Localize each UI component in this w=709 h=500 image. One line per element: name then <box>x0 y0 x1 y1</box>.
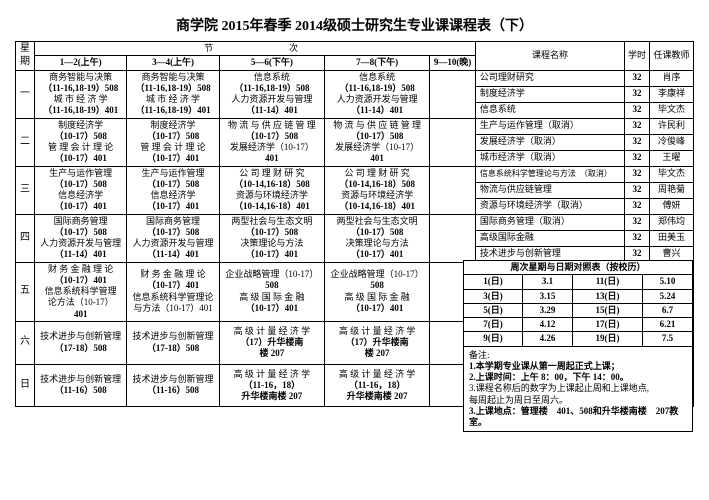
hdr-p1: 1—2(上午) <box>35 56 127 70</box>
hdr-p5: 9—10(晚) <box>430 56 476 70</box>
course-r0-n: 公司理财研究 <box>475 70 624 86</box>
side-panel: 周次星期与日期对照表（按校历） 1(日)3.111(日)5.10 3(日)3.1… <box>463 260 693 432</box>
fri-c1: 财 务 金 融 理 论（10-17）401信息系统科学管理论方法（10-17）4… <box>35 262 127 321</box>
course-r2-n: 信息系统 <box>475 102 624 118</box>
thu-c1: 国际商务管理（10-17）508人力资源开发与管理（11-14）401 <box>35 214 127 262</box>
hdr-period: 节 次 <box>35 42 476 56</box>
sat-c4: 高 级 计 量 经 济 学（17）升华楼南楼 207 <box>325 321 430 364</box>
sun-c2: 技术进步与创新管理（11-16）508 <box>127 364 219 407</box>
mon-c5 <box>430 70 476 118</box>
hdr-day: 星期 <box>16 42 35 71</box>
fri-c3: 企业战略管理（10-17）508高 级 国 际 金 融（10-17）401 <box>219 262 324 321</box>
hdr-course: 课程名称 <box>475 42 624 71</box>
hdr-p4: 7—8(下午) <box>325 56 430 70</box>
day-sat: 六 <box>16 321 35 364</box>
day-thu: 四 <box>16 214 35 262</box>
sun-c4: 高 级 计 量 经 济 学（11-16，18）升华楼南楼 207 <box>325 364 430 407</box>
mon-c1: 商务智能与决策（11-16,18-19）508城 市 经 济 学（11-16,1… <box>35 70 127 118</box>
wed-c4: 公 司 理 财 研 究（10-14,16-18）508资源与环境经济学（10-1… <box>325 166 430 214</box>
thu-c5 <box>430 214 476 262</box>
thu-c4: 两型社会与生态文明（10-17）508决策理论与方法（10-17）401 <box>325 214 430 262</box>
mon-c3: 信息系统（11-16,18-19）508人力资源开发与管理（11-14）401 <box>219 70 324 118</box>
tue-c2: 制度经济学（10-17）508管 理 会 计 理 论（10-17）401 <box>127 118 219 166</box>
day-mon: 一 <box>16 70 35 118</box>
hdr-hours: 学时 <box>625 42 650 71</box>
sun-c3: 高 级 计 量 经 济 学（11-16，18）升华楼南楼 207 <box>219 364 324 407</box>
thu-c2: 国际商务管理（10-17）508人力资源开发与管理（11-14）401 <box>127 214 219 262</box>
notes: 备注: 1.本学期专业课从第一周起正式上课； 2.上课时间：上午 8：00，下午… <box>464 346 693 432</box>
sat-c1: 技术进步与创新管理（17-18）508 <box>35 321 127 364</box>
weektable-title: 周次星期与日期对照表（按校历） <box>464 261 693 275</box>
sat-c3: 高 级 计 量 经 济 学（17）升华楼南楼 207 <box>219 321 324 364</box>
day-sun: 日 <box>16 364 35 407</box>
day-tue: 二 <box>16 118 35 166</box>
day-wed: 三 <box>16 166 35 214</box>
fri-c4: 企业战略管理（10-17）508高 级 国 际 金 融（10-17）401 <box>325 262 430 321</box>
wed-c3: 公 司 理 财 研 究（10-14,16-18）508资源与环境经济学（10-1… <box>219 166 324 214</box>
course-r0-h: 32 <box>625 70 650 86</box>
hdr-teacher: 任课教师 <box>649 42 693 71</box>
tue-c3: 物 流 与 供 应 链 管 理（10-17）508发展经济学（10-17）401 <box>219 118 324 166</box>
wed-c1: 生产与运作管理（10-17）508信息经济学（10-17）401 <box>35 166 127 214</box>
thu-c3: 两型社会与生态文明（10-17）508决策理论与方法（10-17）401 <box>219 214 324 262</box>
wed-c5 <box>430 166 476 214</box>
mon-c2: 商务智能与决策（11-16,18-19）508城 市 经 济 学（11-16,1… <box>127 70 219 118</box>
course-r1-n: 制度经济学 <box>475 86 624 102</box>
mon-c4: 信息系统（11-16,18-19）508人力资源开发与管理（11-14）401 <box>325 70 430 118</box>
fri-c2: 财 务 金 融 理 论（10-17）401信息系统科学管理论与方法（10-17）… <box>127 262 219 321</box>
wed-c2: 生产与运作管理（10-17）508信息经济学（10-17）401 <box>127 166 219 214</box>
day-fri: 五 <box>16 262 35 321</box>
tue-c5 <box>430 118 476 166</box>
sat-c2: 技术进步与创新管理（17-18）508 <box>127 321 219 364</box>
tue-c4: 物 流 与 供 应 链 管 理（10-17）508发展经济学（10-17）401 <box>325 118 430 166</box>
tue-c1: 制度经济学（10-17）508管 理 会 计 理 论（10-17）401 <box>35 118 127 166</box>
hdr-p2: 3—4(上午) <box>127 56 219 70</box>
sun-c1: 技术进步与创新管理（11-16）508 <box>35 364 127 407</box>
course-r0-t: 肖序 <box>649 70 693 86</box>
hdr-p3: 5—6(下午) <box>219 56 324 70</box>
page-title: 商学院 2015年春季 2014级硕士研究生专业课课程表（下） <box>15 15 694 35</box>
